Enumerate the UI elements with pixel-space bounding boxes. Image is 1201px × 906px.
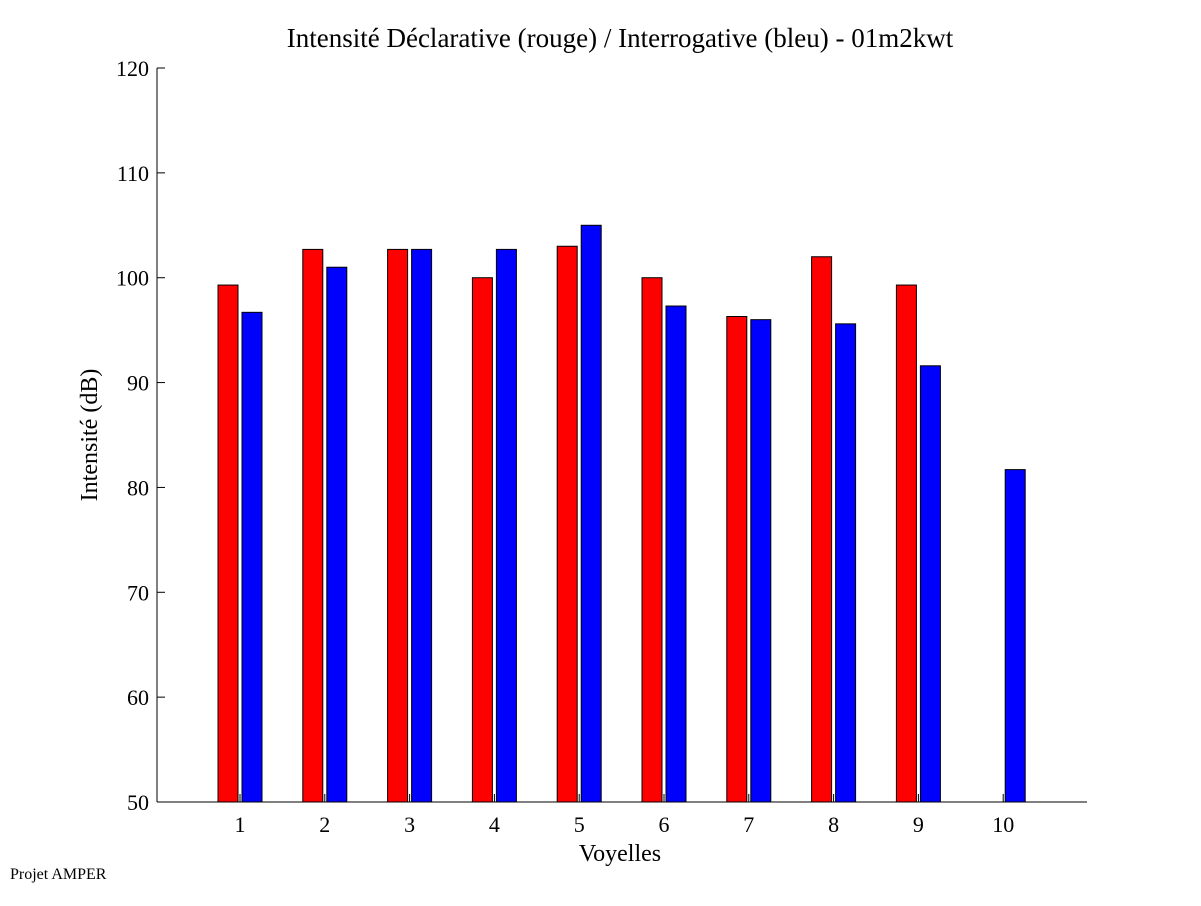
bar-declarative-8 [811, 256, 833, 803]
x-axis-label: Voyelles [579, 841, 661, 867]
bar-declarative-6 [641, 277, 663, 803]
bar-declarative-2 [302, 248, 324, 803]
bar-interrogative-7 [750, 319, 772, 803]
bar-declarative-3 [387, 248, 409, 803]
bar-interrogative-4 [495, 248, 517, 803]
footer-credit: Projet AMPER [10, 866, 107, 883]
bar-interrogative-9 [919, 365, 941, 803]
x-tick-label: 2 [319, 812, 330, 837]
bar-declarative-1 [217, 284, 239, 803]
x-tick-label: 1 [235, 812, 246, 837]
x-tick-label: 7 [743, 812, 754, 837]
bar-declarative-7 [726, 316, 748, 803]
y-ticks: 50 60 70 80 90 100 110 120 [116, 56, 165, 815]
bar-interrogative-2 [326, 266, 348, 803]
chart-title: Intensité Déclarative (rouge) / Interrog… [287, 23, 954, 53]
bar-interrogative-10 [1004, 469, 1026, 803]
bar-interrogative-3 [411, 248, 433, 803]
x-tick-label: 6 [659, 812, 670, 837]
x-tick-label: 10 [992, 812, 1014, 837]
y-tick-label: 100 [116, 266, 149, 291]
bar-interrogative-6 [665, 305, 687, 803]
bar-interrogative-8 [835, 323, 857, 803]
y-tick-label: 70 [127, 580, 149, 605]
y-tick-label: 80 [127, 475, 149, 500]
plot-area: 50 60 70 80 90 100 110 120 1 2 3 4 5 6 7 8 9 10 [116, 56, 1087, 837]
x-ticks: 1 2 3 4 5 6 7 8 9 10 [235, 794, 1014, 837]
x-tick-label: 9 [913, 812, 924, 837]
y-tick-label: 50 [127, 790, 149, 815]
x-tick-label: 3 [404, 812, 415, 837]
y-axis-label: Intensité (dB) [77, 369, 103, 502]
bar-interrogative-5 [580, 224, 602, 803]
bar-declarative-9 [895, 284, 917, 803]
y-tick-label: 60 [127, 685, 149, 710]
bar-interrogative-1 [241, 311, 263, 803]
y-tick-label: 110 [117, 161, 149, 186]
bar-declarative-5 [556, 245, 578, 803]
y-tick-label: 90 [127, 371, 149, 396]
x-tick-label: 5 [574, 812, 585, 837]
x-tick-label: 4 [489, 812, 500, 837]
y-tick-label: 120 [116, 56, 149, 81]
x-tick-label: 8 [828, 812, 839, 837]
bar-declarative-4 [471, 277, 493, 803]
bars [217, 224, 1026, 803]
